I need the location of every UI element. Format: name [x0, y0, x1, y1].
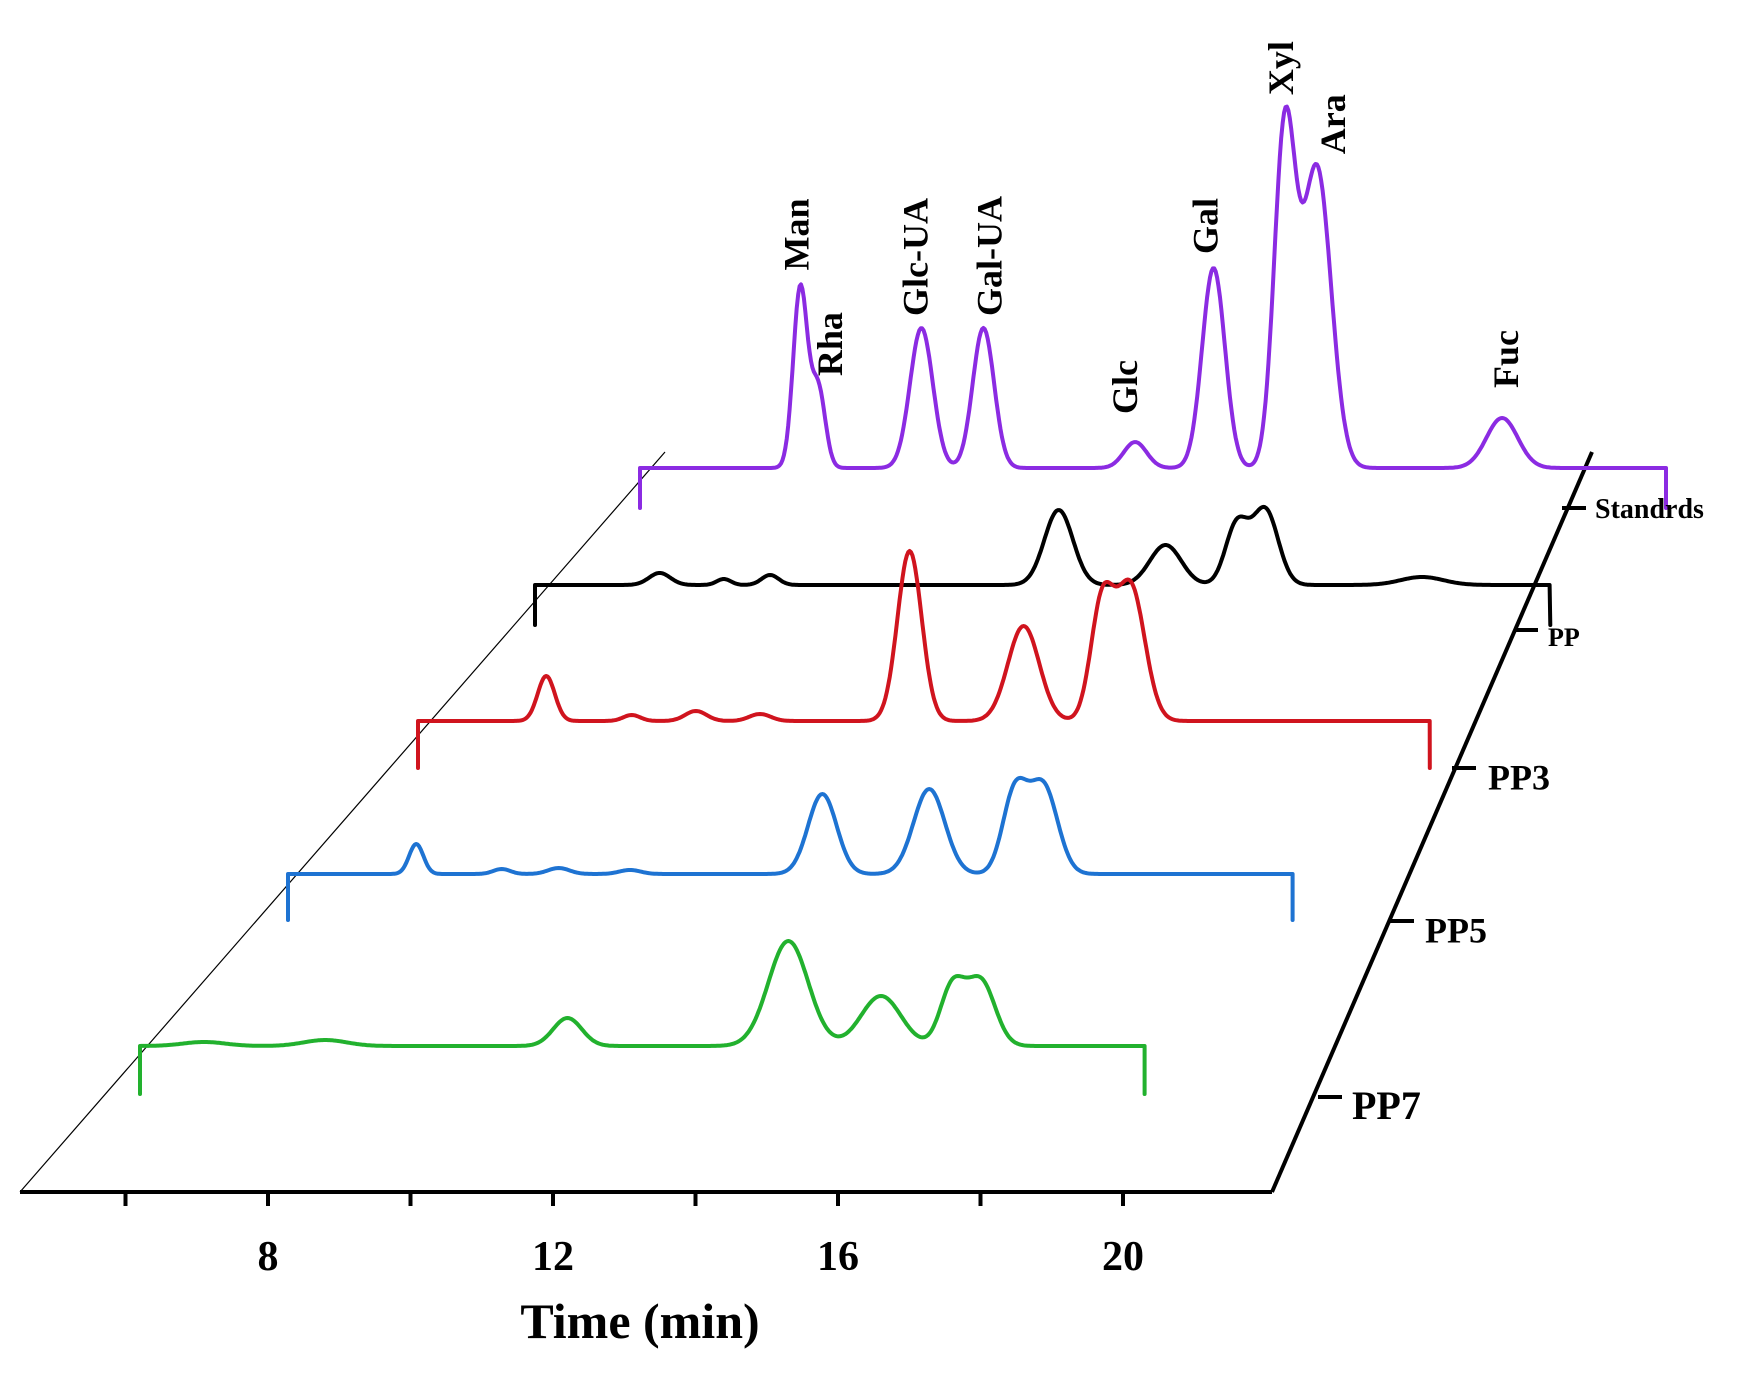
- peak-label-rha: Rha: [810, 312, 850, 376]
- series-label-standrds: Standrds: [1595, 494, 1704, 525]
- peak-label-glc-ua: Glc-UA: [895, 198, 935, 316]
- floor-back-edge: [19, 451, 666, 1193]
- peak-label-fuc: Fuc: [1486, 330, 1526, 388]
- peak-label-gal: Gal: [1186, 198, 1226, 254]
- series-traces: [138, 104, 1668, 1096]
- peak-label-gal-ua: Gal-UA: [969, 196, 1009, 316]
- x-tick-label: 16: [817, 1234, 859, 1280]
- x-tick-label: 12: [532, 1234, 574, 1280]
- series-labels: Standrds PP PP3 PP5 PP7: [1318, 494, 1704, 1128]
- x-axis-ticks: [123, 1191, 1125, 1206]
- series-label-pp: PP: [1548, 623, 1580, 652]
- x-tick-label: 20: [1102, 1234, 1144, 1280]
- series-label-pp5: PP5: [1425, 911, 1487, 951]
- series-label-pp7: PP7: [1352, 1083, 1421, 1128]
- series-trace-standrds: [638, 104, 1668, 510]
- depth-axis-line: [1270, 451, 1594, 1193]
- peak-label-man: Man: [776, 198, 816, 270]
- series-label-pp3: PP3: [1488, 758, 1550, 798]
- series-trace-pp3: [416, 549, 1432, 770]
- series-trace-pp: [533, 504, 1553, 627]
- peak-annotations: Man Rha Glc-UA Gal-UA Glc Gal Xyl Ara Fuc: [776, 41, 1526, 414]
- series-trace-pp7: [138, 939, 1147, 1096]
- peak-label-glc: Glc: [1105, 360, 1145, 414]
- x-tick-label: 8: [258, 1234, 279, 1280]
- x-axis-tick-labels: 8 12 16 20: [258, 1234, 1145, 1280]
- x-axis-title: Time (min): [520, 1293, 759, 1349]
- peak-label-xyl: Xyl: [1261, 41, 1301, 95]
- peak-label-ara: Ara: [1313, 94, 1353, 154]
- series-trace-pp5: [286, 775, 1295, 922]
